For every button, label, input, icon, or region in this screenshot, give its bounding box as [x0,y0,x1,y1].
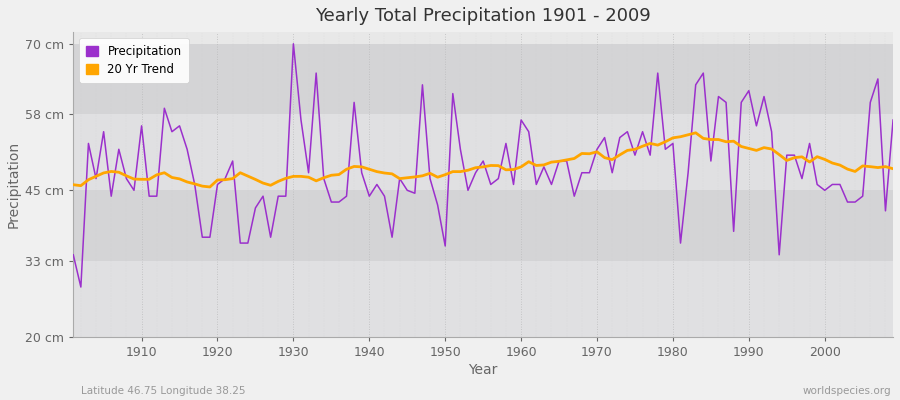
Line: 20 Yr Trend: 20 Yr Trend [73,133,893,187]
Precipitation [622,129,633,134]
Precipitation [288,41,299,46]
20 Yr Trend [348,164,359,169]
20 Yr Trend [516,164,526,169]
Bar [73,44,893,114]
20 Yr Trend [68,182,78,187]
20 Yr Trend [129,177,140,182]
Precipitation [356,170,367,175]
Bar [73,261,893,337]
Precipitation [887,118,898,122]
Precipitation [310,71,321,76]
X-axis label: Year: Year [469,363,498,377]
20 Yr Trend [523,159,534,164]
20 Yr Trend [204,184,215,189]
Bar [73,114,893,190]
Precipitation [136,124,147,128]
Text: worldspecies.org: worldspecies.org [803,386,891,396]
Text: Latitude 46.75 Longitude 38.25: Latitude 46.75 Longitude 38.25 [81,386,246,396]
Bar [73,190,893,261]
Title: Yearly Total Precipitation 1901 - 2009: Yearly Total Precipitation 1901 - 2009 [315,7,651,25]
20 Yr Trend [887,166,898,171]
Y-axis label: Precipitation: Precipitation [7,141,21,228]
Precipitation [76,285,86,290]
Precipitation [68,252,78,257]
Line: Precipitation: Precipitation [73,44,893,287]
Precipitation [523,129,534,134]
Legend: Precipitation, 20 Yr Trend: Precipitation, 20 Yr Trend [79,38,189,83]
Precipitation [531,182,542,187]
20 Yr Trend [690,130,701,135]
20 Yr Trend [615,152,626,157]
20 Yr Trend [303,175,314,180]
